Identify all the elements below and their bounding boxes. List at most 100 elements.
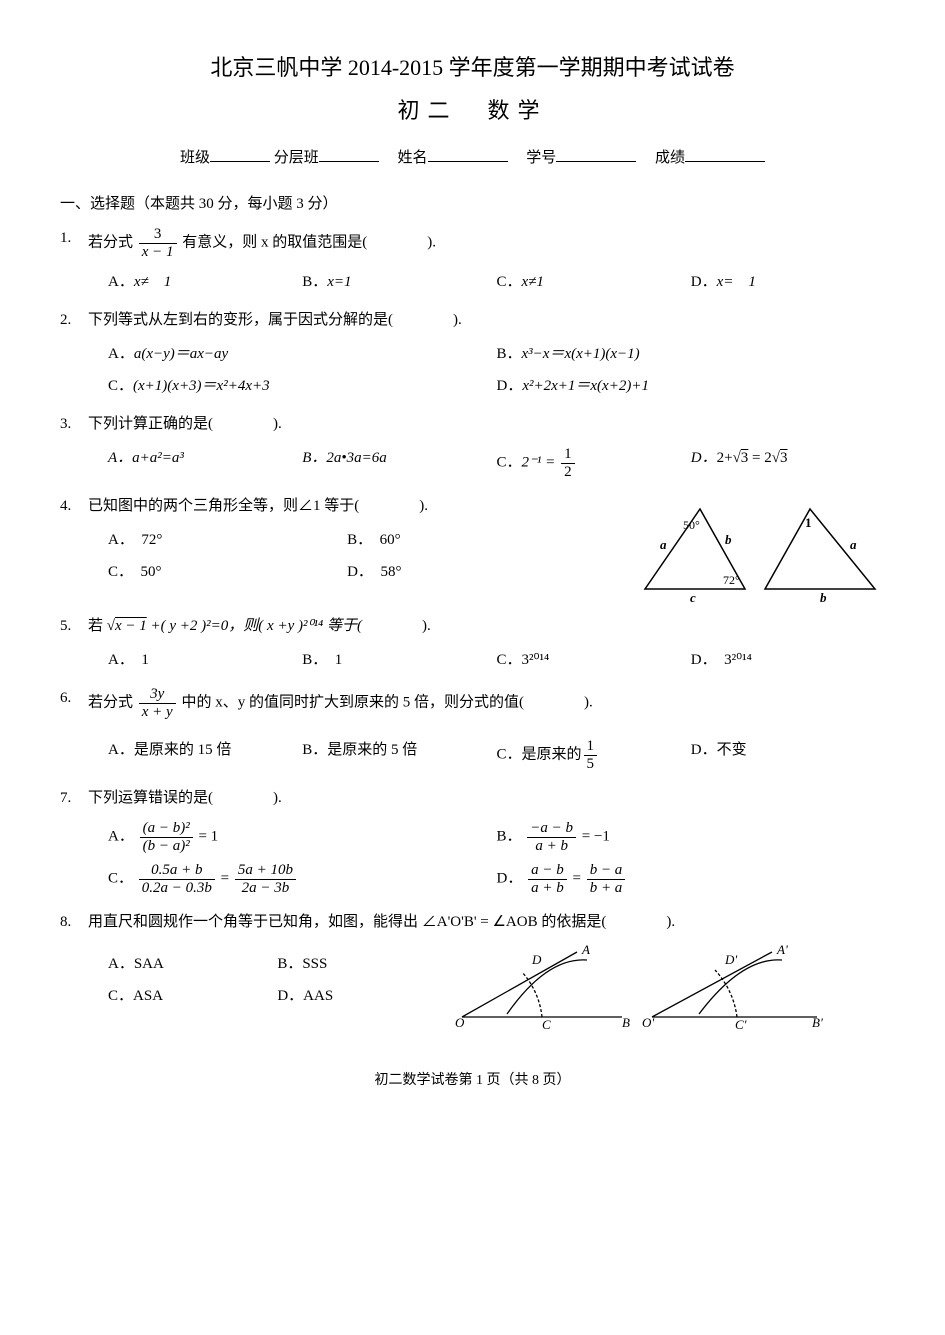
q1-stem-post: 有意义，则 x 的取值范围是(: [182, 235, 367, 251]
q7-d-den2: b + a: [587, 880, 626, 897]
q4-side-b1: b: [725, 532, 732, 547]
question-6: 6. 若分式 3y x + y 中的 x、y 的值同时扩大到原来的 5 倍，则分…: [60, 686, 885, 776]
q1-stem-end: ).: [427, 235, 436, 251]
q4-side-a2: a: [850, 537, 857, 552]
q8-opt-d[interactable]: D．AAS: [277, 980, 446, 1012]
q2-stem-end: ).: [453, 312, 462, 328]
q1-b-label: B．: [302, 274, 327, 290]
q7-d-label: D．: [497, 871, 523, 887]
q4-b-text: 60°: [380, 532, 401, 548]
q6-c-label: C．: [497, 747, 522, 763]
q5-options: A． 1 B． 1 C．3²⁰¹⁴ D． 3²⁰¹⁴: [108, 644, 885, 676]
q4-opt-a[interactable]: A． 72°: [108, 524, 347, 556]
q7-c-num: 0.5a + b: [139, 862, 215, 880]
q3-d-rad2: 3: [780, 450, 788, 466]
q2-opt-c[interactable]: C．(x+1)(x+3)＝x²+4x+3: [108, 370, 497, 402]
q6-opt-b[interactable]: B．是原来的 5 倍: [302, 734, 496, 776]
q3-opt-c[interactable]: C．2⁻¹ = 12: [497, 442, 691, 484]
q3-d-pre: 2+: [717, 450, 733, 466]
q6-opt-c[interactable]: C．是原来的15: [497, 734, 691, 776]
q7-opt-c[interactable]: C． 0.5a + b0.2a − 0.3b = 5a + 10b2a − 3b: [108, 858, 497, 900]
q2-stem: 下列等式从左到右的变形，属于因式分解的是(: [88, 312, 393, 328]
q6-frac-den: x + y: [139, 704, 176, 721]
q1-number: 1.: [60, 226, 88, 250]
q3-opt-d[interactable]: D．2+√3 = 2√3: [691, 442, 885, 484]
q8-opt-a[interactable]: A．SAA: [108, 948, 277, 980]
q4-angle72: 72°: [723, 573, 740, 587]
q5-radical: x − 1: [115, 618, 147, 634]
q8-a-text: SAA: [134, 956, 164, 972]
q7-b-frac: −a − ba + b: [527, 820, 576, 854]
q6-stem-end: ).: [584, 695, 593, 711]
q8-opt-c[interactable]: C．ASA: [108, 980, 277, 1012]
q5-opt-a[interactable]: A． 1: [108, 644, 302, 676]
q6-options: A．是原来的 15 倍 B．是原来的 5 倍 C．是原来的15 D．不变: [108, 734, 885, 776]
q8-figure: O A B C D O' A' B' C' D': [447, 942, 827, 1032]
name-blank[interactable]: [428, 146, 508, 162]
q8-d-label: D．: [277, 988, 303, 1004]
q7-b-num: −a − b: [527, 820, 576, 838]
q1-a-text: x≠ 1: [134, 274, 171, 290]
q1-opt-c[interactable]: C．x≠1: [497, 266, 691, 298]
q7-opt-b[interactable]: B． −a − ba + b = −1: [497, 816, 886, 858]
q8-lbl-D: D: [531, 952, 542, 967]
q4-a-text: 72°: [141, 532, 162, 548]
q8-opt-b[interactable]: B．SSS: [277, 948, 446, 980]
q4-opt-b[interactable]: B． 60°: [347, 524, 586, 556]
q1-b-text: x=1: [327, 274, 351, 290]
q5-a-label: A．: [108, 652, 126, 668]
q4-options: A． 72° B． 60° C． 50° D． 58°: [108, 524, 586, 588]
q1-d-text: x= 1: [717, 274, 756, 290]
q5-d-text: 3²⁰¹⁴: [724, 652, 752, 668]
q3-opt-b[interactable]: B．2a•3a=6a: [302, 442, 496, 484]
id-blank[interactable]: [556, 146, 636, 162]
q2-opt-b[interactable]: B．x³−x＝x(x+1)(x−1): [497, 338, 886, 370]
q4-number: 4.: [60, 494, 88, 518]
q5-opt-c[interactable]: C．3²⁰¹⁴: [497, 644, 691, 676]
q6-frac-num: 3y: [139, 686, 176, 704]
q7-a-label: A．: [108, 829, 134, 845]
q5-b-text: 1: [335, 652, 343, 668]
q6-opt-d[interactable]: D．不变: [691, 734, 885, 776]
q7-opt-a[interactable]: A． (a − b)²(b − a)² = 1: [108, 816, 497, 858]
question-1: 1. 若分式 3 x − 1 有意义，则 x 的取值范围是(). A．x≠ 1 …: [60, 226, 885, 298]
q2-a-text: a(x−y)＝ax−ay: [134, 346, 228, 362]
q3-d-label: D．: [691, 450, 717, 466]
q5-a-text: 1: [141, 652, 149, 668]
q5-stem-mid: +( y +2 )²=0，则( x +y )²⁰¹⁴ 等于(: [151, 618, 362, 634]
q5-d-label: D．: [691, 652, 709, 668]
q2-opt-a[interactable]: A．a(x−y)＝ax−ay: [108, 338, 497, 370]
q1-opt-d[interactable]: D．x= 1: [691, 266, 885, 298]
q1-opt-a[interactable]: A．x≠ 1: [108, 266, 302, 298]
q2-opt-d[interactable]: D．x²+2x+1＝x(x+2)+1: [497, 370, 886, 402]
q8-lbl-B: B: [622, 1015, 630, 1030]
q6-c-num: 1: [584, 738, 598, 756]
q2-a-label: A．: [108, 346, 134, 362]
q8-d-text: AAS: [303, 988, 333, 1004]
q3-c-frac: 12: [561, 446, 575, 480]
q4-angle50: 50°: [683, 518, 700, 532]
q5-opt-b[interactable]: B． 1: [302, 644, 496, 676]
class-blank[interactable]: [210, 146, 270, 162]
q1-opt-b[interactable]: B．x=1: [302, 266, 496, 298]
q8-lbl-Bp: B': [812, 1015, 823, 1030]
score-blank[interactable]: [685, 146, 765, 162]
q4-opt-c[interactable]: C． 50°: [108, 556, 347, 588]
q6-opt-a[interactable]: A．是原来的 15 倍: [108, 734, 302, 776]
q5-opt-d[interactable]: D． 3²⁰¹⁴: [691, 644, 885, 676]
q6-c-pre: 是原来的: [522, 747, 582, 763]
q8-lbl-Ap: A': [776, 942, 788, 957]
q2-c-text: (x+1)(x+3)＝x²+4x+3: [133, 378, 270, 394]
question-8: 8. 用直尺和圆规作一个角等于已知角，如图，能得出 ∠A'O'B' = ∠AOB…: [60, 910, 885, 1040]
q4-stem: 已知图中的两个三角形全等，则∠1 等于(: [88, 498, 359, 514]
q4-side-a1: a: [660, 537, 667, 552]
q8-lbl-Dp: D': [724, 952, 737, 967]
q6-stem-pre: 若分式: [88, 695, 133, 711]
layer-blank[interactable]: [319, 146, 379, 162]
q4-opt-d[interactable]: D． 58°: [347, 556, 586, 588]
q3-c-label: C．: [497, 455, 522, 471]
q7-opt-d[interactable]: D． a − ba + b = b − ab + a: [497, 858, 886, 900]
q3-opt-a[interactable]: A．a+a²=a³: [108, 442, 302, 484]
exam-title: 北京三帆中学 2014-2015 学年度第一学期期中考试试卷: [60, 50, 885, 85]
q7-options: A． (a − b)²(b − a)² = 1 B． −a − ba + b =…: [108, 816, 885, 900]
